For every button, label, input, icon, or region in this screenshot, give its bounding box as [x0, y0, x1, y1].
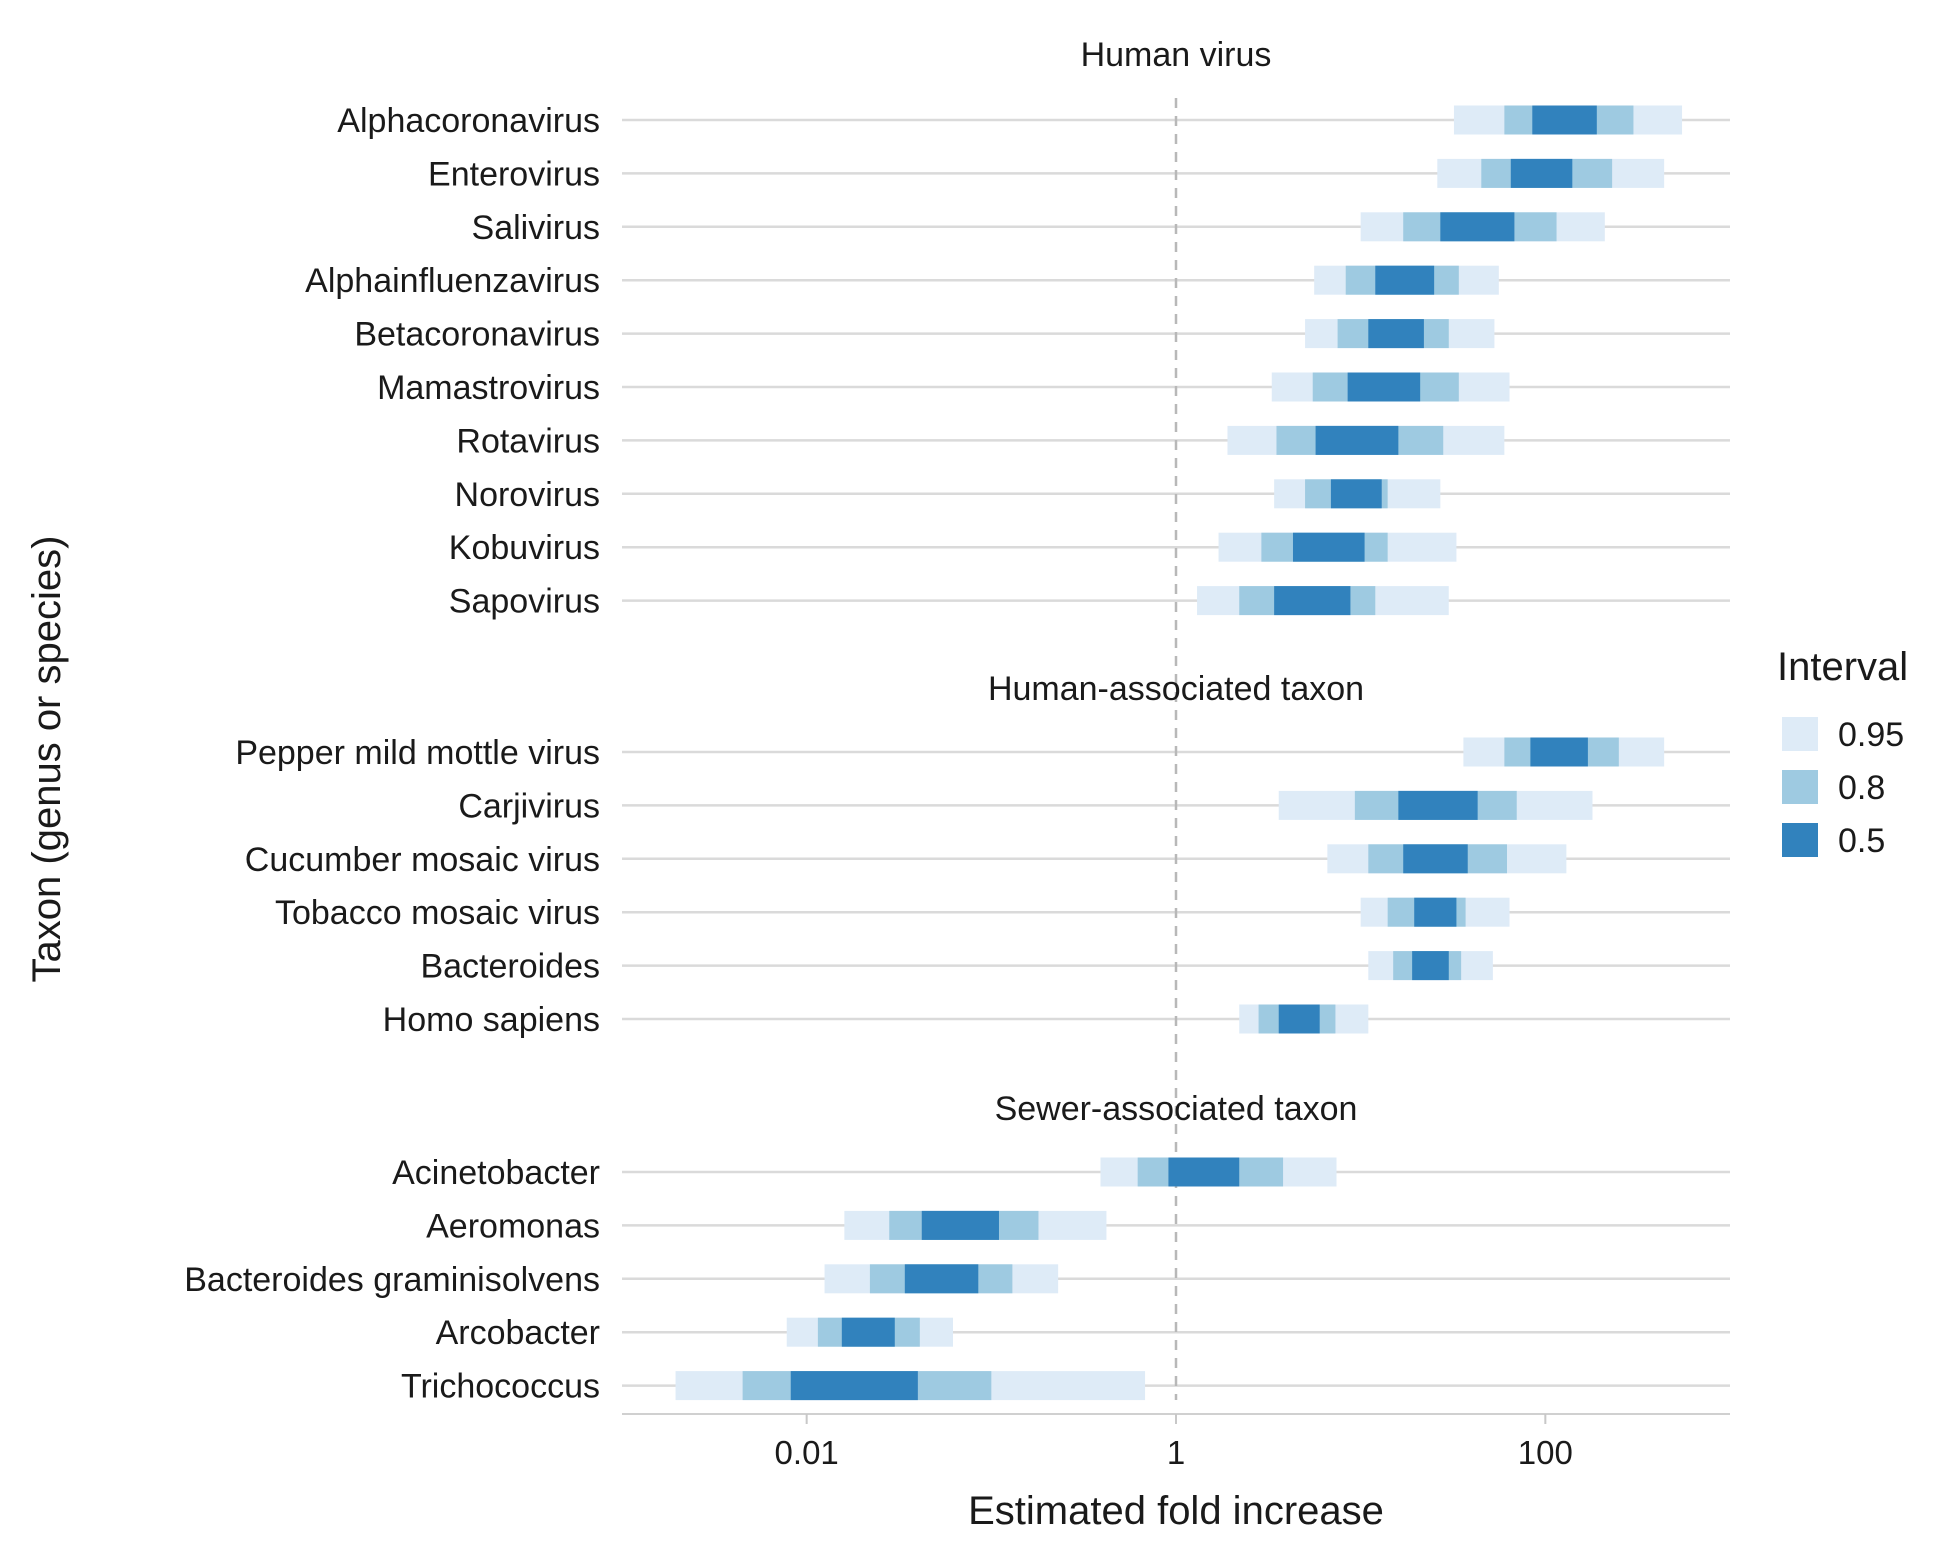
taxon-label-alphacoronavirus: Alphacoronavirus — [337, 102, 600, 140]
x-axis-title: Estimated fold increase — [968, 1489, 1384, 1533]
legend-swatch-0-95 — [1782, 717, 1818, 751]
bar-ci50-bacteroides — [1412, 951, 1449, 981]
taxon-label-tobacco-mosaic-virus: Tobacco mosaic virus — [275, 894, 600, 932]
taxon-label-aeromonas: Aeromonas — [426, 1207, 600, 1245]
taxon-label-enterovirus: Enterovirus — [428, 155, 600, 193]
interval-bars — [675, 105, 1683, 1401]
x-tick-label-0-01: 0.01 — [775, 1434, 839, 1471]
bar-ci50-acinetobacter — [1168, 1157, 1240, 1187]
panel-title-sewer-associated-taxon: Sewer-associated taxon — [995, 1090, 1358, 1128]
x-axis: 0.01 1 100 — [622, 1413, 1730, 1471]
bar-ci50-sapovirus — [1274, 586, 1351, 616]
x-tick-label-1: 1 — [1167, 1434, 1185, 1471]
taxon-label-homo-sapiens: Homo sapiens — [383, 1001, 600, 1039]
bar-ci50-alphacoronavirus — [1532, 105, 1597, 135]
y-axis-title: Taxon (genus or species) — [25, 536, 69, 983]
panel-title-human-associated-taxon: Human-associated taxon — [988, 670, 1364, 708]
legend-items: 0.95 0.8 0.5 — [1782, 716, 1904, 860]
taxon-label-betacoronavirus: Betacoronavirus — [354, 316, 600, 354]
bar-ci50-aeromonas — [921, 1210, 999, 1240]
bar-ci50-trichococcus — [790, 1371, 918, 1401]
taxon-label-alphainfluenzavirus: Alphainfluenzavirus — [305, 262, 600, 300]
taxon-label-salivirus: Salivirus — [472, 209, 600, 247]
bar-ci50-arcobacter — [841, 1317, 895, 1347]
bar-ci50-tobacco-mosaic-virus — [1414, 897, 1457, 927]
x-ticks: 0.01 1 100 — [775, 1414, 1573, 1471]
bar-ci50-betacoronavirus — [1368, 319, 1424, 349]
panel-title-human-virus: Human virus — [1081, 36, 1272, 74]
taxon-label-cucumber-mosaic-virus: Cucumber mosaic virus — [245, 841, 600, 879]
bar-ci50-cucumber-mosaic-virus — [1403, 844, 1468, 874]
bar-ci50-alphainfluenzavirus — [1375, 265, 1435, 295]
taxon-label-pepper-mild-mottle-virus: Pepper mild mottle virus — [235, 734, 600, 772]
legend-label-0-5: 0.5 — [1838, 822, 1885, 860]
bar-ci50-carjivirus — [1398, 790, 1478, 820]
legend-title: Interval — [1777, 645, 1908, 689]
panel-titles: Human virus Human-associated taxon Sewer-a… — [988, 36, 1364, 1128]
legend-label-0-95: 0.95 — [1838, 716, 1904, 754]
taxon-labels: Alphacoronavirus Enterovirus Salivirus Alph… — [184, 102, 600, 1406]
taxon-label-acinetobacter: Acinetobacter — [392, 1154, 600, 1192]
bar-ci50-bacteroides-graminisolvens — [904, 1264, 979, 1294]
legend: Interval 0.95 0.8 0.5 — [1777, 645, 1908, 860]
taxon-label-kobuvirus: Kobuvirus — [449, 529, 600, 567]
x-tick-label-100: 100 — [1518, 1434, 1573, 1471]
bar-ci50-enterovirus — [1510, 158, 1573, 188]
taxon-label-bacteroides-graminisolvens: Bacteroides graminisolvens — [184, 1261, 600, 1299]
legend-swatch-0-8 — [1782, 770, 1818, 804]
bar-ci50-salivirus — [1440, 212, 1515, 242]
taxon-label-rotavirus: Rotavirus — [456, 422, 600, 460]
taxon-label-mamastrovirus: Mamastrovirus — [377, 369, 600, 407]
legend-swatch-0-5 — [1782, 823, 1818, 857]
taxon-label-bacteroides: Bacteroides — [420, 948, 600, 986]
bar-ci50-mamastrovirus — [1347, 372, 1421, 402]
legend-label-0-8: 0.8 — [1838, 769, 1885, 807]
bar-ci50-norovirus — [1330, 479, 1382, 509]
bar-ci50-pepper-mild-mottle-virus — [1530, 737, 1588, 767]
bar-ci50-homo-sapiens — [1278, 1004, 1320, 1034]
bar-ci50-kobuvirus — [1292, 532, 1365, 562]
taxon-label-carjivirus: Carjivirus — [458, 787, 600, 825]
taxon-label-arcobacter: Arcobacter — [436, 1314, 600, 1352]
taxon-label-norovirus: Norovirus — [455, 476, 600, 514]
bar-ci50-rotavirus — [1315, 425, 1399, 455]
taxon-label-trichococcus: Trichococcus — [401, 1368, 600, 1406]
taxon-label-sapovirus: Sapovirus — [449, 583, 600, 621]
